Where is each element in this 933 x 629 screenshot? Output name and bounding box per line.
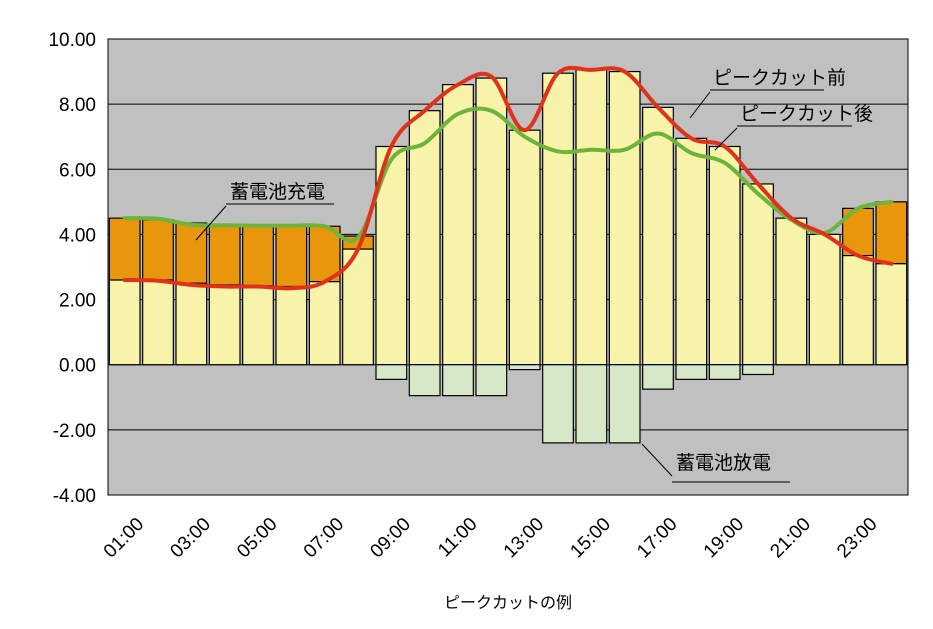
base-bar [542, 72, 574, 366]
y-tick-label: 6.00 [59, 160, 96, 181]
base-bar [808, 233, 841, 366]
base-bar [508, 129, 541, 366]
base-bar [642, 106, 674, 366]
annotation-leader [195, 205, 227, 241]
y-tick-label: -2.00 [53, 421, 96, 442]
line-after-peak-cut [122, 106, 894, 243]
charge-bar [142, 219, 174, 281]
annotation-leader [714, 127, 738, 151]
bars [108, 69, 908, 444]
base-bar [575, 69, 608, 366]
x-tick-label: 23:00 [833, 514, 881, 562]
base-bar [142, 279, 174, 366]
x-tick-label: 11:00 [434, 514, 481, 561]
plot-background [107, 38, 909, 496]
discharge-bar [675, 364, 708, 380]
discharge-bar [708, 364, 741, 380]
y-tick-label: 8.00 [59, 95, 96, 116]
charge-bar [875, 201, 908, 265]
base-bar [342, 248, 374, 366]
annotation-text: 蓄電池放電 [676, 452, 771, 474]
discharge-bar [575, 364, 608, 444]
gridlines [108, 38, 908, 496]
x-tick-label: 17:00 [633, 514, 681, 562]
x-tick-label: 09:00 [366, 514, 414, 562]
base-bar [475, 77, 508, 366]
y-tick-label: 2.00 [59, 291, 96, 312]
discharge-bar [742, 364, 774, 376]
base-bar [608, 70, 641, 366]
annotation-text: 蓄電池充電 [230, 181, 325, 203]
charge-bar [175, 222, 208, 284]
series-lines [122, 65, 894, 291]
charge-bar [108, 217, 141, 281]
y-tick-label: -4.00 [53, 486, 96, 507]
base-bar [842, 255, 874, 366]
annotation-3: 蓄電池充電 [195, 181, 334, 241]
discharge-bar [508, 364, 541, 371]
charge-bar [242, 224, 274, 287]
annotation-text: ピークカット後 [740, 103, 873, 125]
annotation-leader [641, 443, 673, 477]
base-bar [108, 279, 141, 366]
x-axis-label: ピークカットの例 [444, 593, 572, 612]
x-tick-label: 01:00 [100, 514, 148, 562]
base-bar [875, 263, 908, 366]
annotation-text: ピークカット前 [713, 67, 846, 89]
charge-bar [208, 224, 241, 286]
base-bar [708, 145, 741, 366]
base-bar [275, 285, 308, 366]
discharge-bar [608, 364, 641, 444]
base-bar [308, 281, 341, 366]
base-bar [742, 183, 774, 366]
discharge-bar [375, 364, 408, 380]
x-tick-label: 03:00 [166, 514, 214, 562]
discharge-bar [442, 364, 474, 397]
x-tick-label: 07:00 [300, 514, 348, 562]
x-tick-label: 19:00 [700, 514, 748, 562]
x-tick-label: 05:00 [233, 514, 281, 562]
base-bar [442, 83, 474, 366]
discharge-bar [542, 364, 574, 444]
annotation-2: ピークカット後 [714, 103, 873, 151]
annotation-4: 蓄電池放電 [641, 443, 790, 483]
annotation-leader [689, 91, 711, 119]
y-tick-label: 10.00 [48, 30, 96, 51]
x-tick-label: 13:00 [500, 514, 548, 562]
discharge-bar [642, 364, 674, 390]
base-bar [208, 284, 241, 366]
base-bar [775, 217, 808, 366]
line-before-peak-cut [122, 65, 894, 291]
discharge-bar [475, 364, 508, 397]
y-tick-label: 4.00 [59, 225, 96, 246]
discharge-bar [408, 364, 441, 397]
y-tick-label: 0.00 [59, 356, 96, 377]
base-bar [175, 282, 208, 366]
x-tick-label: 15:00 [566, 514, 614, 562]
x-tick-label: 21:00 [766, 514, 814, 562]
charge-bar [275, 225, 308, 288]
annotation-1: ピークカット前 [689, 67, 846, 119]
base-bar [675, 137, 708, 366]
base-bar [242, 285, 274, 366]
